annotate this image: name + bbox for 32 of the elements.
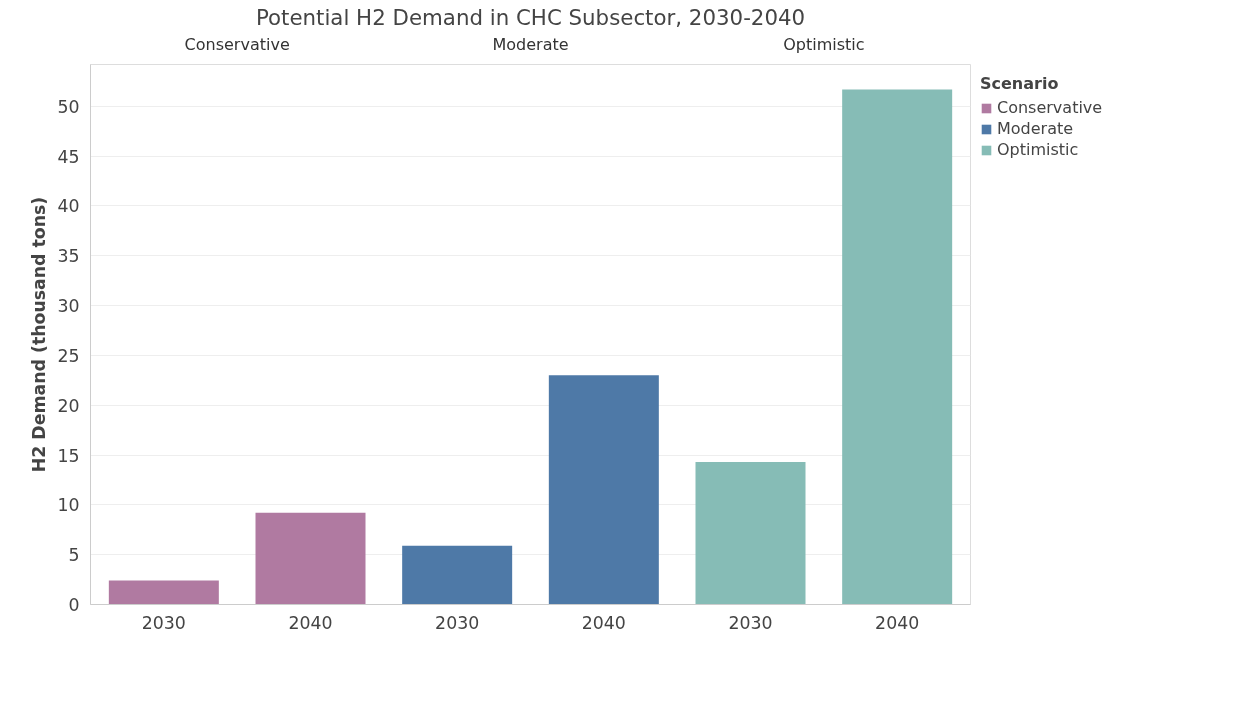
legend-label: Conservative <box>997 98 1103 117</box>
text: Optimistic <box>783 34 865 54</box>
bar <box>548 375 659 605</box>
y-tick-label: 45 <box>57 146 80 167</box>
bar <box>402 545 513 605</box>
y-tick-label: 15 <box>57 445 80 466</box>
x-tick-label: 2040 <box>288 612 333 633</box>
y-tick-label: 25 <box>57 345 80 366</box>
legend-label: Optimistic <box>997 140 1079 159</box>
y-axis-title: H2 Demand (thousand tons) <box>29 196 50 473</box>
bar <box>842 89 953 605</box>
x-tick-label: 2030 <box>141 612 186 633</box>
y-tick-label: 35 <box>57 246 80 267</box>
legend-label: Moderate <box>997 119 1074 138</box>
x-tick-label: 2030 <box>435 612 480 633</box>
y-tick-label: 20 <box>57 395 80 416</box>
x-tick-label: 2040 <box>581 612 626 633</box>
x-tick-label: 2040 <box>875 612 920 633</box>
y-tick-label: 40 <box>57 196 80 217</box>
bar <box>255 512 366 605</box>
y-tick-label: 10 <box>57 495 80 516</box>
x-tick-label: 2030 <box>728 612 773 633</box>
y-tick-label: 50 <box>57 96 80 117</box>
y-tick-label: 0 <box>68 595 80 615</box>
bar <box>695 462 806 605</box>
text: Moderate <box>492 34 569 54</box>
y-tick-label: 5 <box>68 545 80 566</box>
chart-title: Potential H2 Demand in CHC Subsector, 2030-2040 <box>255 4 806 30</box>
legend-title: Scenario <box>980 74 1060 93</box>
bar <box>108 580 219 605</box>
text: Conservative <box>184 34 290 54</box>
y-tick-label: 30 <box>57 296 80 317</box>
